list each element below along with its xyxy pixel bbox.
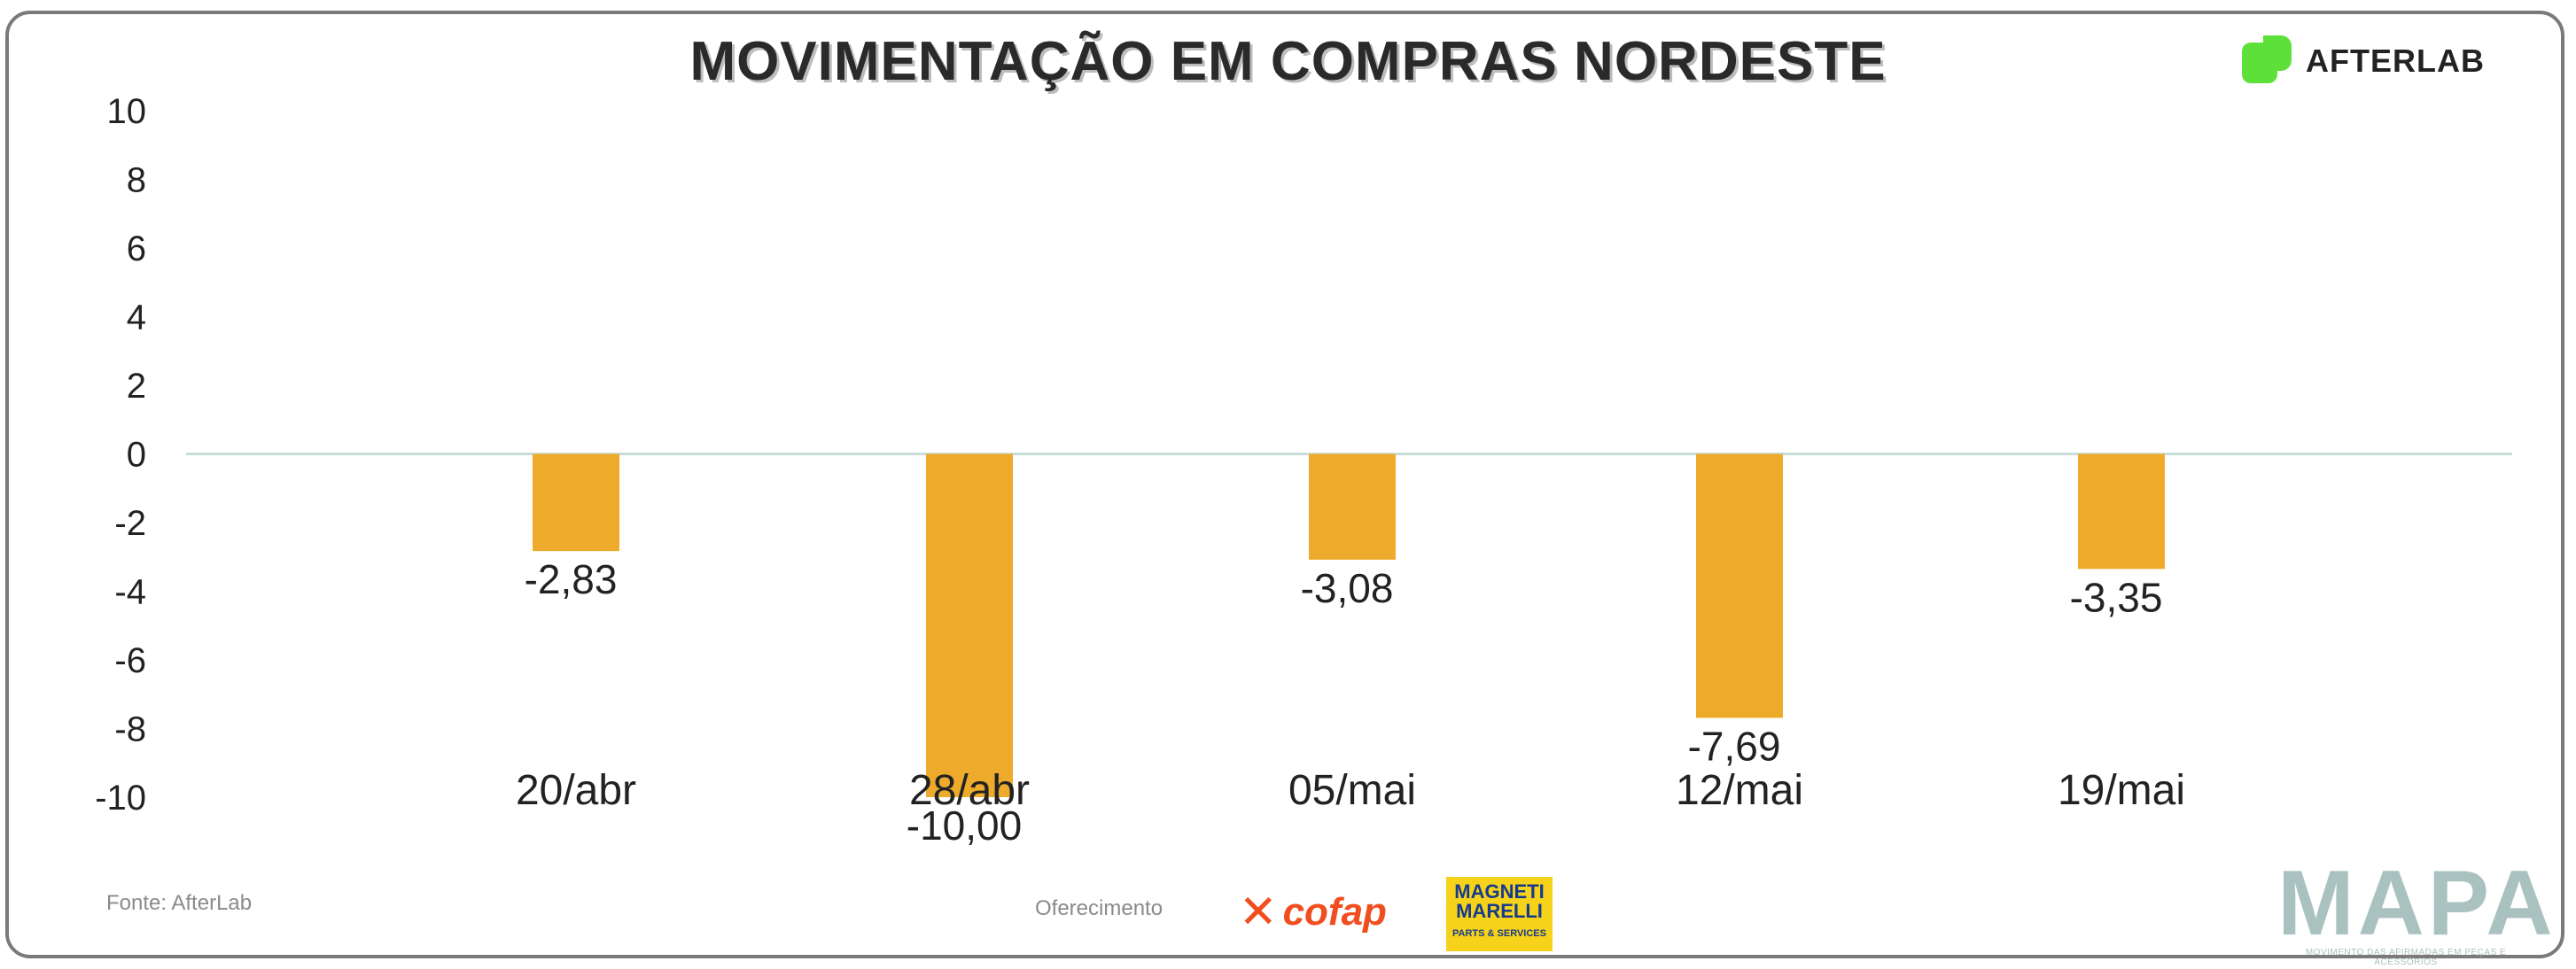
source-note: Fonte: AfterLab	[106, 891, 253, 915]
afterlab-logo-icon	[2242, 35, 2293, 87]
bar	[533, 453, 619, 552]
magneti-logo-line1: MAGNETI	[1454, 880, 1545, 903]
y-tick-label: -10	[95, 779, 146, 818]
cofap-logo: ✕ cofap	[1239, 889, 1387, 935]
cofap-logo-text: cofap	[1282, 890, 1387, 934]
magneti-logo-tag: PARTS & SERVICES	[1452, 928, 1546, 939]
x-category-label: 05/mai	[1288, 767, 1416, 814]
x-category-label: 19/mai	[2058, 767, 2185, 814]
x-category-label: 28/abr	[909, 767, 1030, 814]
data-label: -3,35	[2070, 574, 2163, 620]
y-tick-label: 10	[107, 92, 147, 131]
y-tick-label: -4	[114, 573, 146, 612]
afterlab-logo-text: AFTERLAB	[2306, 43, 2485, 79]
x-category-label: 12/mai	[1676, 767, 1803, 814]
x-category-label: 20/abr	[516, 767, 636, 814]
data-label: -3,08	[1301, 565, 1394, 611]
sponsor-label: Oferecimento	[1035, 896, 1163, 920]
bar	[2078, 453, 2165, 570]
y-tick-label: 6	[127, 229, 146, 268]
mapa-logo: MAPA MOVIMENTO DAS AFIRMADAS EM PEÇAS E …	[2277, 852, 2557, 967]
y-tick-label: 4	[127, 298, 146, 337]
y-tick-label: -2	[114, 504, 146, 543]
magneti-marelli-logo: MAGNETI MARELLI PARTS & SERVICES	[1446, 877, 1553, 951]
bar	[1696, 453, 1783, 718]
chart-frame	[5, 11, 2564, 958]
y-tick-label: 8	[127, 161, 146, 200]
magneti-logo-line2: MARELLI	[1456, 900, 1543, 922]
y-tick-label: 0	[127, 436, 146, 475]
data-label: -7,69	[1688, 723, 1781, 769]
data-label: -10,00	[907, 802, 1022, 849]
mapa-logo-text: MAPA	[2277, 852, 2557, 955]
bar	[1309, 453, 1396, 560]
mapa-logo-tagline: MOVIMENTO DAS AFIRMADAS EM PEÇAS E ACESS…	[2305, 948, 2507, 967]
cofap-logo-icon: ✕	[1239, 887, 1278, 938]
y-tick-label: -8	[114, 710, 146, 749]
bar	[926, 453, 1013, 797]
chart-title: MOVIMENTAÇÃO EM COMPRAS NORDESTE	[689, 31, 1887, 92]
y-tick-label: 2	[127, 367, 146, 406]
y-tick-label: -6	[114, 641, 146, 680]
afterlab-logo: AFTERLAB	[2242, 32, 2485, 90]
data-label: -2,83	[525, 556, 618, 602]
